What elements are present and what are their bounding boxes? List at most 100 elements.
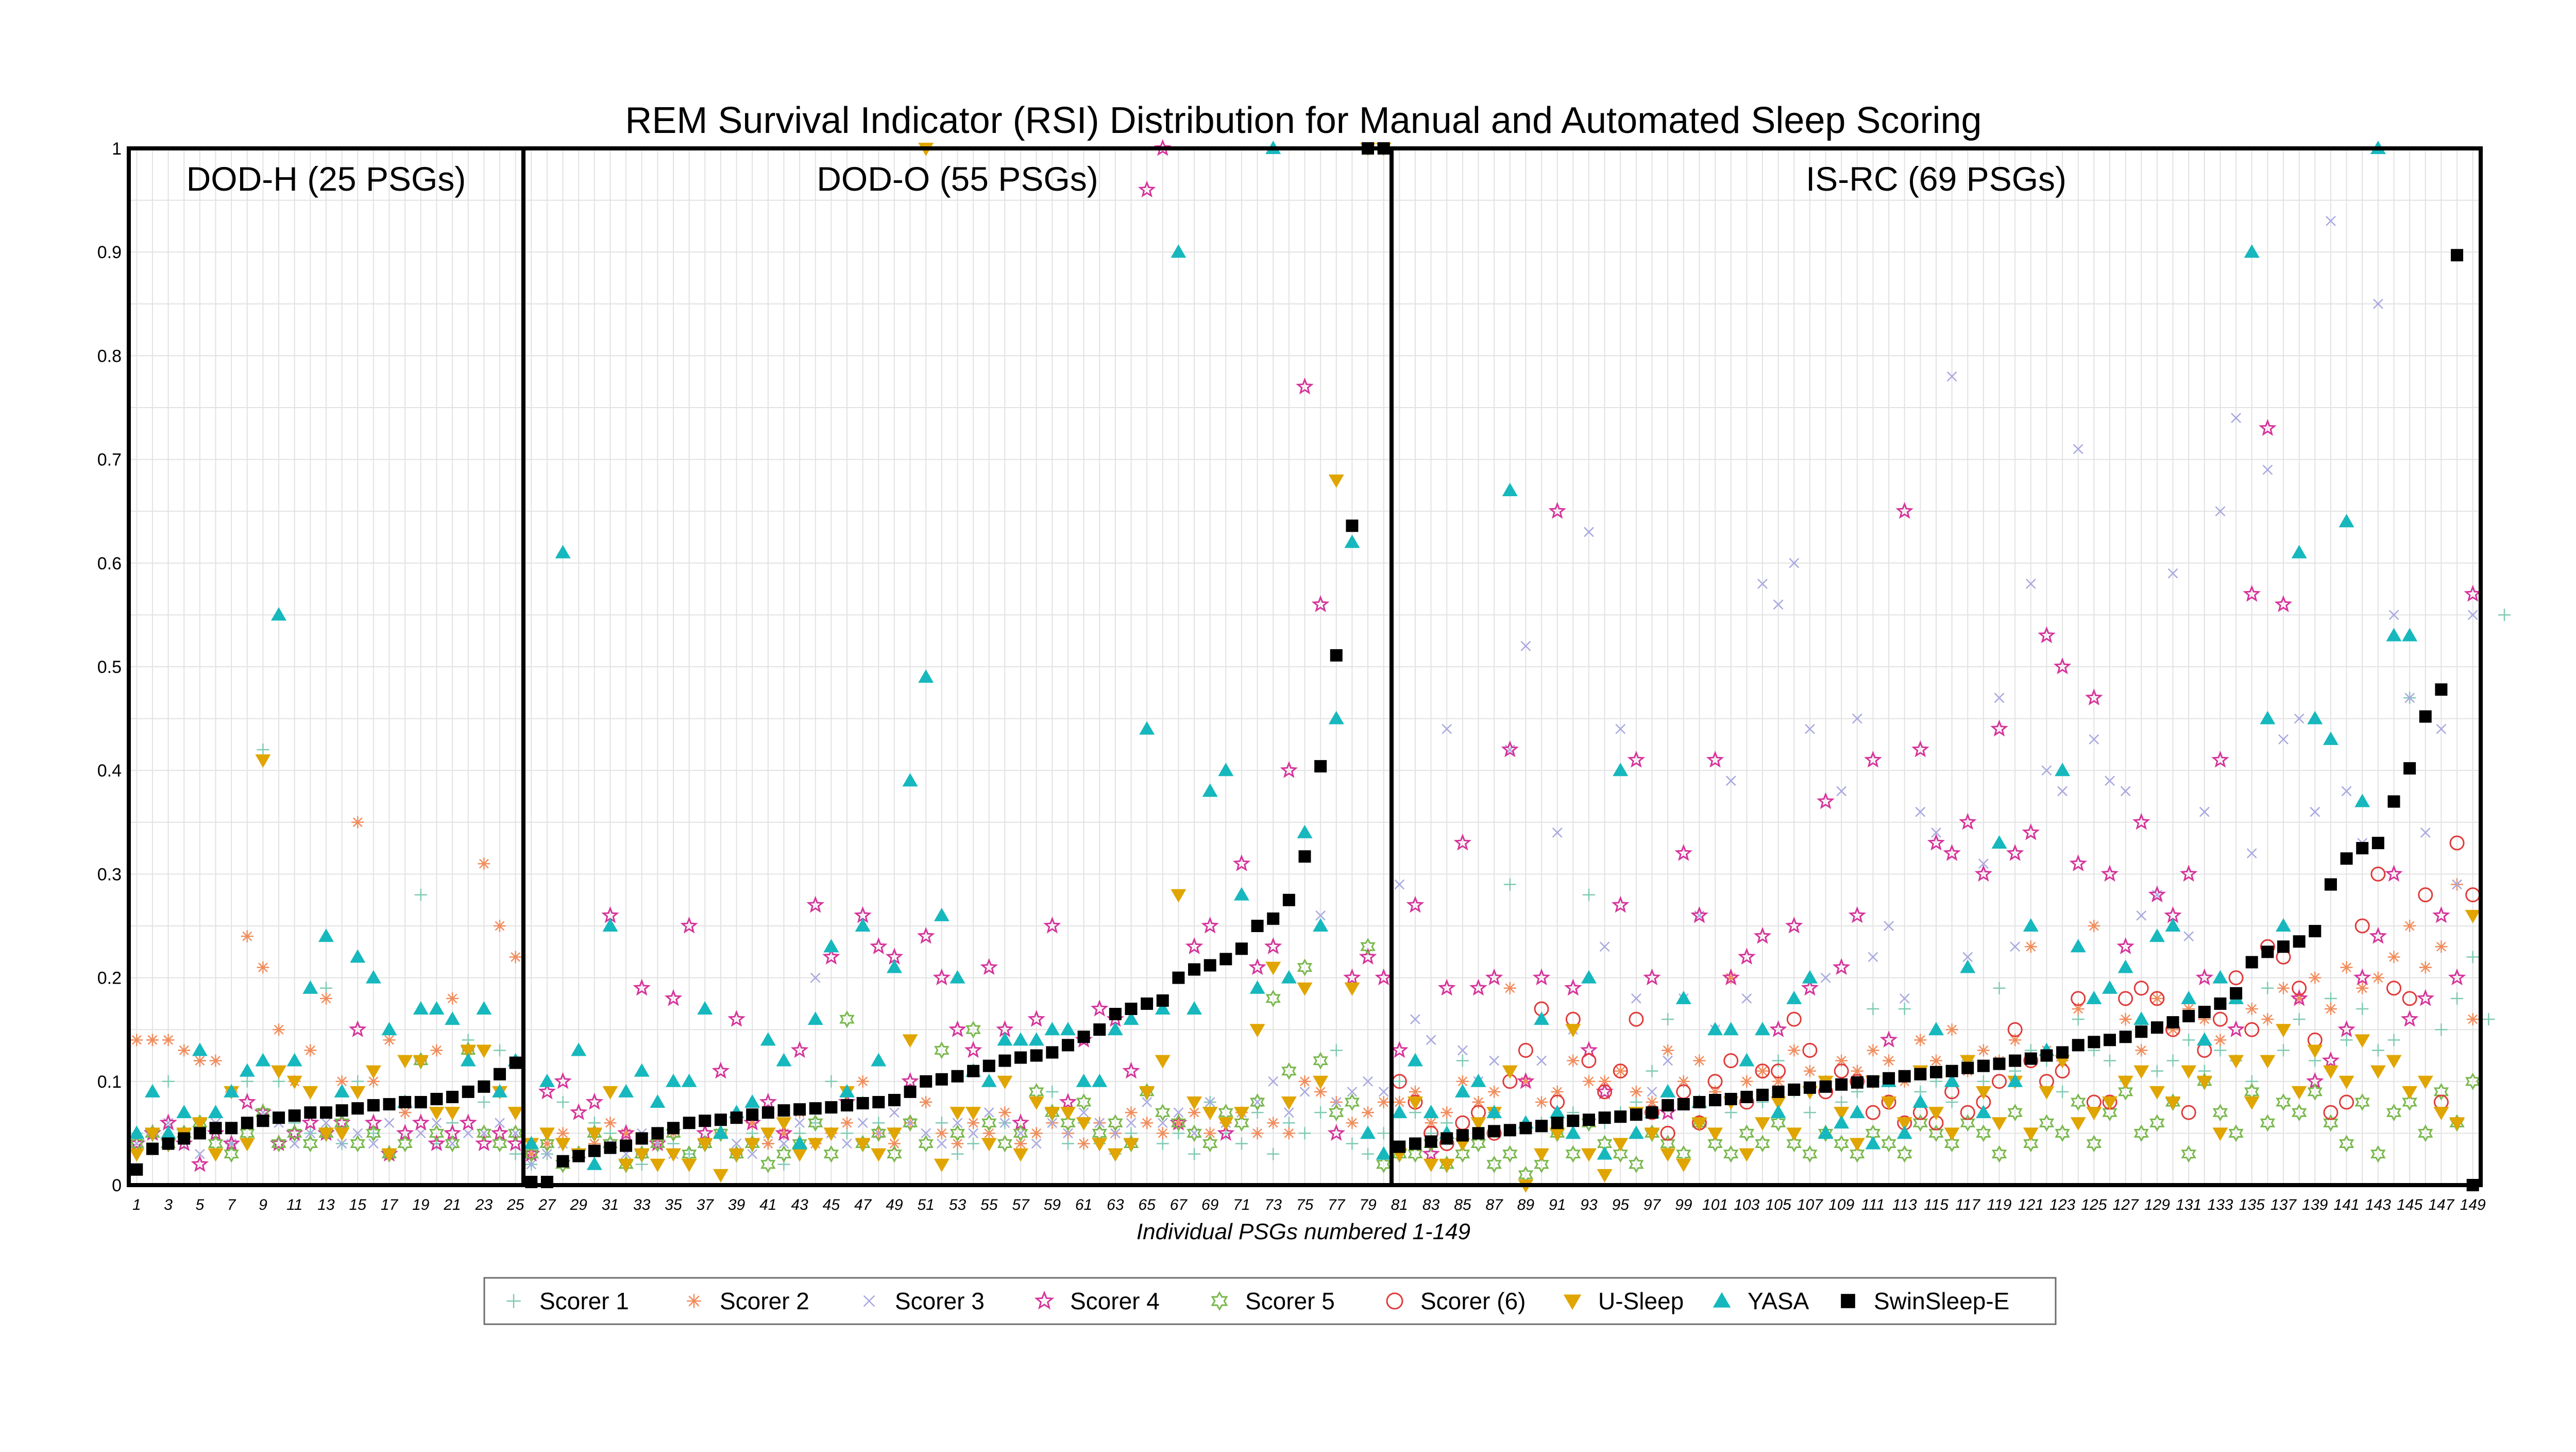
data-point — [822, 948, 840, 965]
data-point — [1060, 1107, 1076, 1121]
data-point — [1581, 970, 1597, 984]
data-point — [176, 1105, 192, 1119]
data-point — [998, 1106, 1011, 1119]
data-point — [667, 1122, 680, 1135]
data-point — [1313, 1052, 1328, 1070]
x-tick-label: 67 — [1170, 1196, 1188, 1213]
data-point — [383, 1098, 396, 1111]
data-point — [2402, 628, 2418, 641]
data-point — [1662, 1044, 1674, 1057]
data-point — [1408, 1145, 1423, 1163]
data-point — [1043, 916, 1061, 934]
data-point — [2025, 579, 2036, 589]
data-point — [2212, 1011, 2228, 1027]
data-point — [1883, 1054, 1895, 1067]
data-point — [2356, 842, 2369, 855]
legend-label: YASA — [1748, 1288, 1809, 1314]
x-tick-label: 135 — [2239, 1196, 2265, 1213]
data-point — [523, 1136, 539, 1150]
data-point — [1061, 1137, 1074, 1150]
data-point — [711, 1061, 730, 1079]
data-point — [1567, 1115, 1580, 1127]
data-point — [2245, 956, 2258, 969]
data-point — [634, 1063, 650, 1077]
data-point — [1157, 1118, 1168, 1128]
data-point — [1456, 1129, 1469, 1142]
data-point — [1647, 1087, 1657, 1097]
data-point — [731, 1138, 742, 1149]
x-tick-label: 121 — [2018, 1196, 2044, 1213]
data-point — [2276, 918, 2292, 932]
data-point — [525, 1147, 538, 1160]
x-tick-label: 31 — [602, 1196, 619, 1213]
data-point — [2400, 1009, 2419, 1027]
series-swinsleep-e — [130, 142, 2479, 1191]
data-point — [2007, 1022, 2023, 1037]
data-point — [1488, 1125, 1501, 1138]
data-point — [730, 1111, 743, 1124]
data-point — [2324, 878, 2337, 891]
data-point — [1895, 502, 1913, 519]
data-point — [1628, 1125, 1644, 1139]
data-point — [1346, 1137, 1359, 1150]
data-point — [2433, 1083, 2449, 1101]
data-point — [1867, 1002, 1879, 1015]
data-point — [2291, 1104, 2307, 1122]
data-point — [982, 1127, 995, 1140]
data-point — [713, 1125, 728, 1139]
data-point — [1502, 482, 1518, 496]
data-point — [2293, 935, 2306, 948]
data-point — [2010, 941, 2021, 952]
data-point — [1944, 1073, 1960, 1087]
data-point — [1092, 1073, 1108, 1087]
data-point — [2133, 1124, 2149, 1142]
data-point — [807, 1114, 823, 1132]
data-point — [1646, 1096, 1658, 1109]
data-point — [1960, 1055, 1976, 1069]
data-point — [493, 920, 506, 932]
data-point — [1534, 1155, 1549, 1173]
data-point — [1549, 1105, 1565, 1119]
data-point — [2419, 961, 2432, 974]
data-point — [2402, 1093, 2417, 1111]
data-point — [1660, 1148, 1676, 1162]
data-point — [1503, 982, 1516, 994]
data-point — [2056, 1085, 2069, 1098]
legend-marker — [1713, 1292, 1731, 1308]
data-point — [665, 1073, 681, 1087]
data-point — [1028, 1096, 1044, 1110]
data-point — [1378, 1087, 1389, 1097]
data-point — [1233, 887, 1249, 901]
data-point — [620, 1139, 633, 1152]
data-point — [1850, 1145, 1865, 1163]
legend-marker — [1841, 1294, 1855, 1308]
data-point — [823, 1145, 839, 1163]
data-point — [1584, 527, 1594, 537]
data-point — [2261, 1013, 2274, 1026]
data-point — [2243, 585, 2261, 602]
data-point — [1709, 1094, 1722, 1107]
x-tick-label: 107 — [1797, 1196, 1823, 1213]
x-tick-label: 33 — [633, 1196, 651, 1213]
data-point — [1535, 1120, 1548, 1133]
x-tick-label: 129 — [2144, 1196, 2170, 1213]
data-point — [1202, 1135, 1218, 1153]
data-point — [918, 669, 934, 683]
data-point — [1171, 889, 1187, 903]
x-tick-label: 45 — [823, 1196, 840, 1213]
data-point — [1662, 1013, 1674, 1026]
data-point — [665, 1148, 681, 1162]
data-point — [2464, 585, 2482, 602]
data-point — [917, 926, 935, 944]
data-point — [555, 1155, 571, 1173]
data-point — [1675, 1158, 1691, 1172]
data-point — [445, 1011, 461, 1025]
data-point — [2356, 982, 2369, 994]
data-point — [1912, 1094, 1928, 1108]
data-point — [2181, 1105, 2196, 1120]
data-point — [554, 1072, 572, 1089]
data-point — [255, 754, 271, 768]
data-point — [981, 1073, 997, 1087]
data-point — [1265, 961, 1281, 975]
